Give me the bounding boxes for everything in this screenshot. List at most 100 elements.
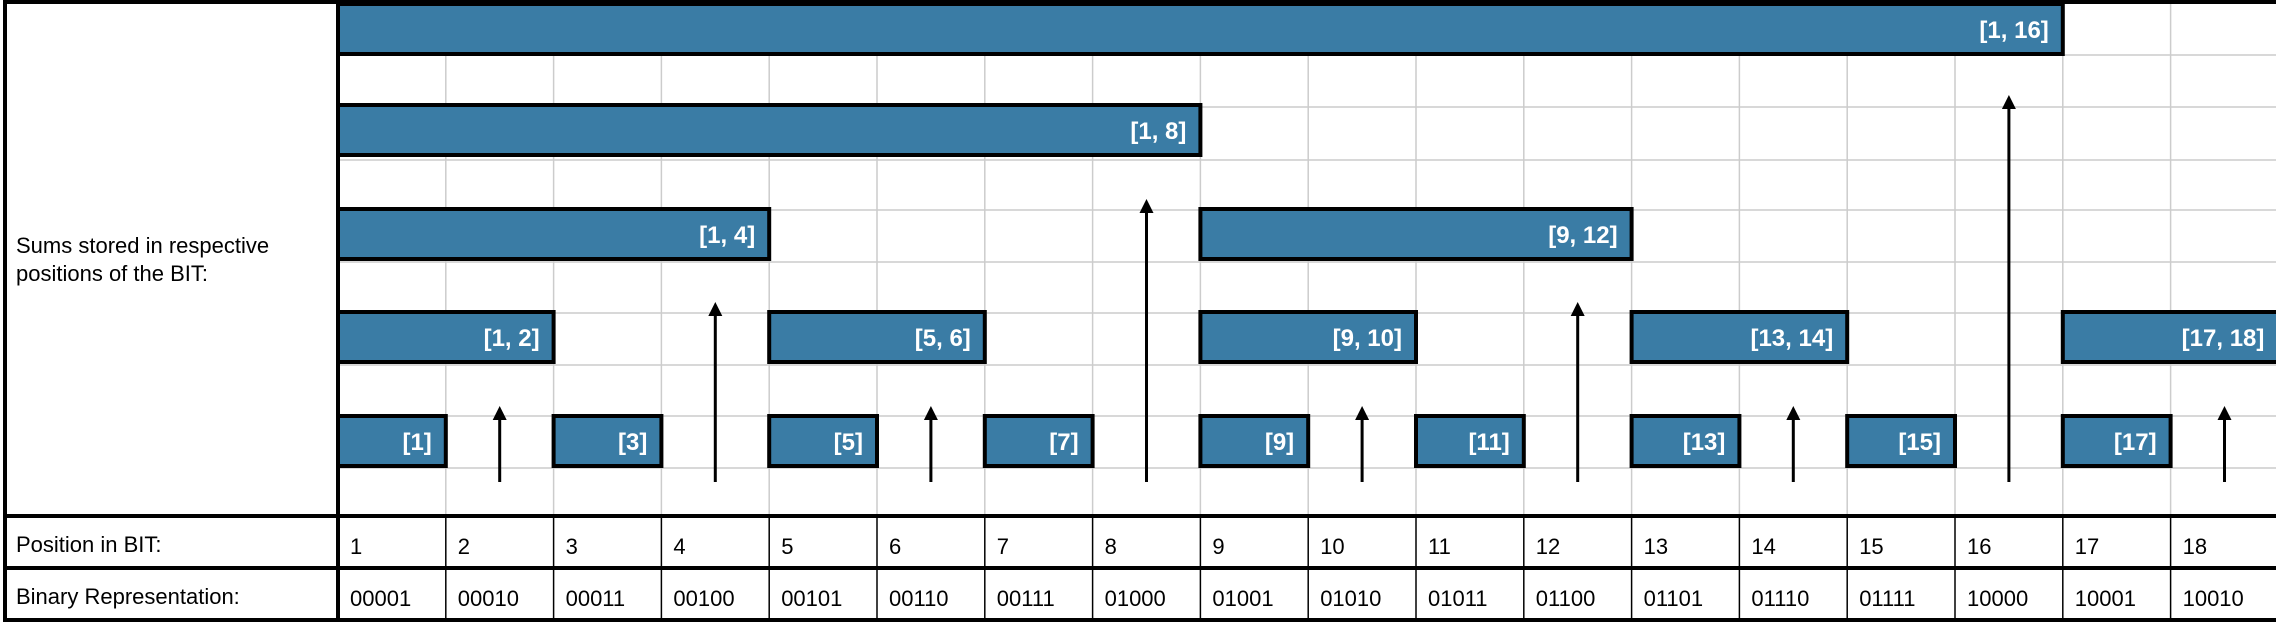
binary-cell: 01010 bbox=[1320, 586, 1381, 611]
range-bar: [5] bbox=[767, 414, 880, 468]
range-bar: [9, 12] bbox=[1198, 207, 1634, 261]
range-bar-rect bbox=[336, 2, 2065, 56]
range-bar-label: [9, 10] bbox=[1333, 325, 1402, 352]
outer-border bbox=[3, 0, 2276, 622]
range-bar-rect bbox=[336, 103, 1203, 157]
range-bar-label: [1, 8] bbox=[1130, 118, 1186, 145]
range-bar-rect bbox=[336, 310, 556, 364]
range-bar-rect bbox=[982, 414, 1095, 468]
position-cell: 18 bbox=[2183, 534, 2207, 559]
range-bar-label: [17] bbox=[2114, 429, 2157, 456]
range-bar: [17] bbox=[2060, 414, 2173, 468]
range-bar-label: [15] bbox=[1898, 429, 1941, 456]
range-bar: [13] bbox=[1629, 414, 1742, 468]
range-bar: [1, 8] bbox=[336, 103, 1203, 157]
sums-row-label: Sums stored in respective positions of t… bbox=[16, 233, 270, 286]
range-bar: [1, 4] bbox=[336, 207, 772, 261]
arrow-head bbox=[708, 302, 723, 316]
binary-cell: 10010 bbox=[2183, 586, 2244, 611]
binary-row-label: Binary Representation: bbox=[16, 584, 240, 609]
binary-cell: 01101 bbox=[1644, 586, 1704, 611]
arrow-head bbox=[1139, 199, 1154, 213]
range-bar: [9] bbox=[1198, 414, 1311, 468]
position-cell: 13 bbox=[1644, 534, 1668, 559]
update-arrow bbox=[1139, 199, 1154, 482]
arrow-head bbox=[923, 406, 938, 420]
range-bar: [1, 2] bbox=[336, 310, 556, 364]
position-cell: 5 bbox=[781, 534, 793, 559]
update-arrow bbox=[492, 406, 507, 482]
range-bar-label: [1, 4] bbox=[699, 222, 755, 249]
range-bar-label: [1, 2] bbox=[484, 325, 540, 352]
range-bar: [15] bbox=[1845, 414, 1957, 468]
range-bar-label: [9, 12] bbox=[1548, 222, 1617, 249]
arrow-head bbox=[2217, 406, 2232, 420]
binary-cell: 01110 bbox=[1751, 586, 1809, 611]
range-bar: [13, 14] bbox=[1629, 310, 1850, 364]
position-cell: 16 bbox=[1967, 534, 1991, 559]
binary-cell: 01011 bbox=[1428, 586, 1488, 611]
position-cell: 8 bbox=[1105, 534, 1117, 559]
range-bar-label: [17, 18] bbox=[2182, 325, 2265, 352]
range-bar-label: [13, 14] bbox=[1750, 325, 1833, 352]
binary-cell: 10000 bbox=[1967, 586, 2028, 611]
position-cell: 2 bbox=[458, 534, 470, 559]
binary-cell: 00001 bbox=[350, 586, 411, 611]
binary-cell: 00010 bbox=[458, 586, 519, 611]
range-bar: [17, 18] bbox=[2060, 310, 2276, 364]
binary-cell: 00100 bbox=[673, 586, 734, 611]
position-cell: 12 bbox=[1536, 534, 1560, 559]
binary-cell: 10001 bbox=[2075, 586, 2136, 611]
table-layer: 1000012000103000114001005001016001107001… bbox=[350, 516, 2244, 620]
range-bar-label: [1] bbox=[402, 429, 431, 456]
binary-cell: 01100 bbox=[1536, 586, 1596, 611]
position-cell: 11 bbox=[1428, 534, 1451, 559]
range-bar-rect bbox=[336, 414, 448, 468]
range-bar-rect bbox=[1629, 310, 1850, 364]
range-bar-rect bbox=[1845, 414, 1957, 468]
range-bar-label: [9] bbox=[1265, 429, 1294, 456]
arrow-head bbox=[2001, 95, 2016, 109]
position-cell: 4 bbox=[673, 534, 685, 559]
range-bar-rect bbox=[767, 310, 987, 364]
binary-cell: 01000 bbox=[1105, 586, 1166, 611]
range-bar-label: [13] bbox=[1683, 429, 1726, 456]
arrow-head bbox=[1355, 406, 1370, 420]
range-bar-rect bbox=[2060, 310, 2276, 364]
range-bar-rect bbox=[767, 414, 880, 468]
arrow-head bbox=[1786, 406, 1801, 420]
range-bar-label: [5] bbox=[834, 429, 863, 456]
update-arrow bbox=[2001, 95, 2016, 482]
binary-cell: 01111 bbox=[1859, 586, 1915, 611]
range-bar-rect bbox=[2060, 414, 2173, 468]
range-bars-layer: [1] [1, 2] [3] [1, 4] [5] [5, 6] [7] [1, 8] [9] [… bbox=[336, 2, 2276, 468]
update-arrow bbox=[1570, 302, 1585, 482]
range-bar: [3] bbox=[551, 414, 664, 468]
range-bar-label: [7] bbox=[1049, 429, 1078, 456]
range-bar-rect bbox=[1198, 310, 1419, 364]
arrow-head bbox=[492, 406, 507, 420]
range-bar-label: [11] bbox=[1468, 429, 1509, 456]
range-bar-label: [3] bbox=[618, 429, 647, 456]
range-bar: [5, 6] bbox=[767, 310, 987, 364]
binary-cell: 00110 bbox=[889, 586, 949, 611]
position-cell: 9 bbox=[1212, 534, 1224, 559]
range-bar-label: [5, 6] bbox=[915, 325, 971, 352]
range-bar: [1, 16] bbox=[336, 2, 2065, 56]
range-bar-rect bbox=[551, 414, 664, 468]
range-bar-rect bbox=[1414, 414, 1526, 468]
arrows-layer bbox=[492, 95, 2232, 482]
position-cell: 7 bbox=[997, 534, 1009, 559]
range-bar-rect bbox=[1198, 414, 1311, 468]
position-cell: 17 bbox=[2075, 534, 2099, 559]
binary-cell: 01001 bbox=[1212, 586, 1273, 611]
range-bar: [7] bbox=[982, 414, 1095, 468]
binary-cell: 00011 bbox=[566, 586, 626, 611]
update-arrow bbox=[923, 406, 938, 482]
binary-cell: 00111 bbox=[997, 586, 1055, 611]
position-cell: 6 bbox=[889, 534, 901, 559]
range-bar: [11] bbox=[1414, 414, 1526, 468]
table-borders bbox=[3, 0, 2276, 622]
arrow-head bbox=[1570, 302, 1585, 316]
